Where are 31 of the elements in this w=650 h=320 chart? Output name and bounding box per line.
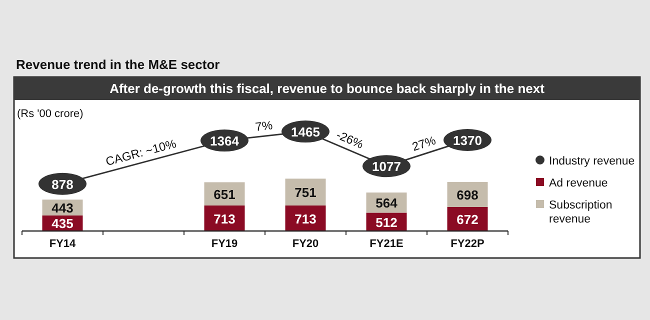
data-label: 1370 (453, 133, 482, 148)
text: 27% (410, 133, 438, 154)
legend-label: Ad revenue (549, 178, 608, 190)
x-tick-label: FY20 (292, 238, 319, 250)
chart-subtitle: After de-growth this fiscal, revenue to bounce back sharply in the next (110, 81, 546, 96)
data-label: 1465 (291, 124, 320, 140)
data-label: 512 (376, 214, 398, 230)
data-label: 443 (52, 200, 74, 216)
data-label: 698 (456, 188, 478, 202)
text: -26% (334, 128, 366, 152)
x-tick-label: FY21E (370, 238, 404, 250)
data-label: 713 (214, 211, 236, 226)
legend-label: Industry revenue (549, 156, 635, 168)
bar (285, 178, 326, 206)
data-label: 651 (214, 186, 236, 202)
data-label: 435 (52, 216, 74, 232)
text: (Rs '00 crore) (17, 108, 84, 120)
data-label: 564 (376, 196, 398, 211)
text: 7% (254, 118, 274, 134)
data-label: 878 (52, 176, 74, 192)
x-tick-label: FY22P (450, 238, 484, 250)
data-label: 1077 (372, 159, 401, 174)
legend-label: Subscription revenue (549, 200, 612, 226)
chart-title: Revenue trend in the M&E sector (16, 57, 220, 72)
x-tick-label: FY14 (49, 238, 77, 250)
data-label: 751 (294, 185, 316, 200)
data-label: 1364 (210, 134, 240, 149)
text: CAGR: ~10% (104, 136, 178, 169)
data-label: 672 (456, 212, 478, 227)
x-tick-label: FY19 (211, 238, 238, 250)
data-label: 713 (294, 211, 316, 226)
